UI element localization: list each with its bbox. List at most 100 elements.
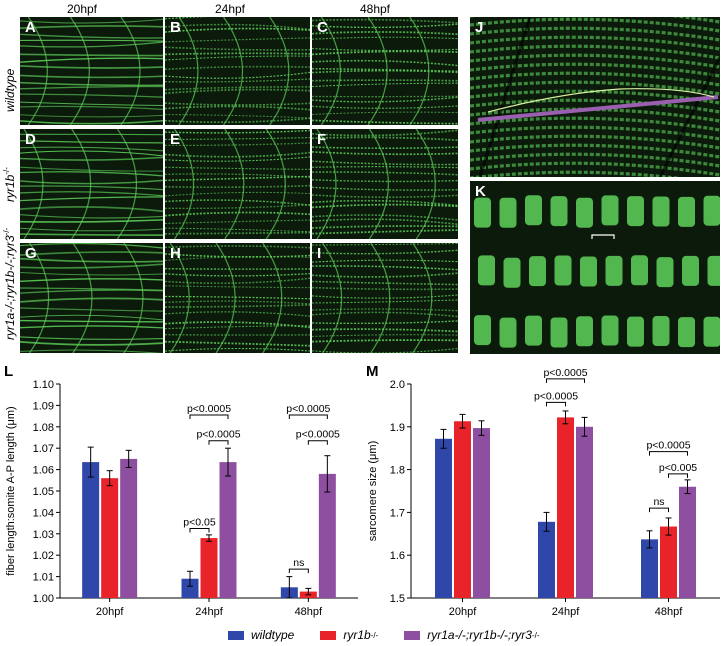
x-tick-label: 20hpf	[96, 606, 124, 618]
micrograph-panel-f: F	[312, 129, 458, 239]
legend-item-triple: ryr1a-/-;ryr1b-/-;ryr3 -/-	[404, 628, 540, 642]
y-tick-label: 1.03	[33, 529, 54, 541]
legend-sup: -/-	[370, 630, 379, 640]
bar	[318, 473, 336, 598]
micrograph-panel-b: B	[165, 17, 310, 125]
bar	[120, 458, 138, 598]
significance-label: p<0.0005	[296, 429, 340, 441]
bar	[473, 428, 490, 598]
chart-letter: L	[4, 363, 13, 380]
micrograph-texture	[20, 129, 163, 239]
row-label-text: wildtype	[3, 68, 17, 112]
row-label-text: ryr1a-/-;ryr1b-/-;ryr3	[3, 235, 17, 340]
y-tick-label: 1.02	[33, 550, 54, 562]
panel-letter: J	[475, 19, 484, 36]
panel-letter: H	[170, 245, 181, 262]
x-tick-label: 48hpf	[655, 606, 683, 618]
significance-label: ns	[293, 557, 304, 569]
chart-letter: M	[366, 363, 379, 380]
significance-label: ns	[653, 496, 664, 508]
micrograph-texture	[20, 243, 163, 353]
micrograph-panel-i: I	[312, 243, 458, 353]
legend-item-wildtype: wildtype	[228, 628, 294, 642]
bar	[219, 462, 237, 598]
legend-swatch-ryr1b	[320, 630, 337, 640]
bar	[454, 421, 471, 598]
significance-label: p<0.0005	[286, 403, 330, 415]
micrograph-panel-c: C	[312, 17, 458, 125]
bar	[641, 539, 658, 598]
bar	[538, 521, 555, 598]
legend-label: ryr1b	[343, 628, 371, 642]
col-header-48hpf: 48hpf	[359, 2, 391, 16]
significance-label: p<0.0005	[543, 367, 587, 379]
x-tick-label: 24hpf	[195, 606, 223, 618]
micrograph-texture	[165, 129, 310, 239]
significance-bracket	[668, 473, 688, 478]
significance-bracket	[649, 507, 669, 513]
y-tick-label: 1.6	[390, 550, 405, 562]
micrograph-panel-d: D	[20, 129, 163, 239]
significance-bracket	[288, 414, 328, 420]
x-tick-label: 48hpf	[295, 606, 323, 618]
micrograph-texture	[470, 17, 720, 177]
y-tick-label: 1.05	[33, 486, 54, 498]
significance-bracket	[546, 401, 566, 407]
legend-swatch-triple	[404, 630, 421, 640]
x-tick-label: 24hpf	[552, 606, 580, 618]
row-label-wildtype: wildtype	[2, 69, 17, 112]
row-label-sup: -/-	[2, 227, 11, 236]
panel-letter: K	[475, 183, 486, 200]
panel-letter: A	[25, 19, 36, 36]
legend-label: ryr1a-/-;ryr1b-/-;ryr3	[427, 628, 532, 642]
x-tick-label: 20hpf	[449, 606, 477, 618]
bar	[101, 478, 119, 598]
micrograph-panel-e: E	[165, 129, 310, 239]
chart-legend: wildtype ryr1b -/- ryr1a-/-;ryr1b-/-;ryr3…	[228, 626, 566, 644]
significance-bracket	[288, 568, 309, 574]
panel-letter: E	[170, 131, 181, 148]
legend-sup: -/-	[531, 630, 540, 640]
significance-bracket	[189, 527, 210, 533]
panel-letter: G	[25, 245, 37, 262]
micrograph-texture	[470, 181, 720, 354]
micrograph-texture	[165, 243, 310, 353]
y-tick-label: 2.0	[390, 379, 405, 391]
significance-label: p<0.0005	[534, 390, 578, 402]
panel-letter: F	[317, 131, 327, 148]
bar	[660, 526, 677, 598]
significance-label: p<0.0005	[187, 403, 231, 415]
significance-label: p<0.0005	[196, 429, 240, 441]
micrograph-panel-h: H	[165, 243, 310, 353]
significance-bracket	[649, 451, 688, 456]
micrograph-texture	[20, 17, 163, 125]
micrograph-panel-k: K	[470, 181, 720, 354]
panel-letter: D	[25, 131, 36, 148]
micrograph-panel-g: G	[20, 243, 163, 353]
significance-bracket	[189, 414, 229, 420]
significance-label: p<0.0005	[646, 440, 690, 452]
row-label-ryr1b: ryr1b-/-	[2, 167, 17, 202]
significance-bracket	[307, 440, 328, 445]
y-tick-label: 1.06	[33, 465, 54, 477]
legend-label: wildtype	[251, 628, 295, 642]
micrograph-panel-a: A	[20, 17, 163, 125]
y-tick-label: 1.04	[33, 507, 54, 519]
y-tick-label: 1.08	[33, 422, 54, 434]
legend-item-ryr1b: ryr1b -/-	[320, 628, 378, 642]
y-tick-label: 1.00	[33, 593, 54, 605]
panel-letter: I	[317, 245, 322, 262]
y-axis-label: fiber length:somite A-P length (μm)	[5, 406, 17, 575]
bar	[557, 417, 574, 598]
y-tick-label: 1.8	[390, 465, 405, 477]
significance-label: p<0.05	[183, 516, 216, 528]
bar	[576, 426, 593, 598]
panel-letter: B	[170, 19, 181, 36]
micrograph-panel-j: J	[470, 17, 720, 177]
bar	[82, 462, 100, 598]
bar	[200, 538, 218, 598]
y-axis-label: sarcomere size (μm)	[367, 441, 379, 541]
significance-label: p<0.005	[659, 462, 697, 474]
